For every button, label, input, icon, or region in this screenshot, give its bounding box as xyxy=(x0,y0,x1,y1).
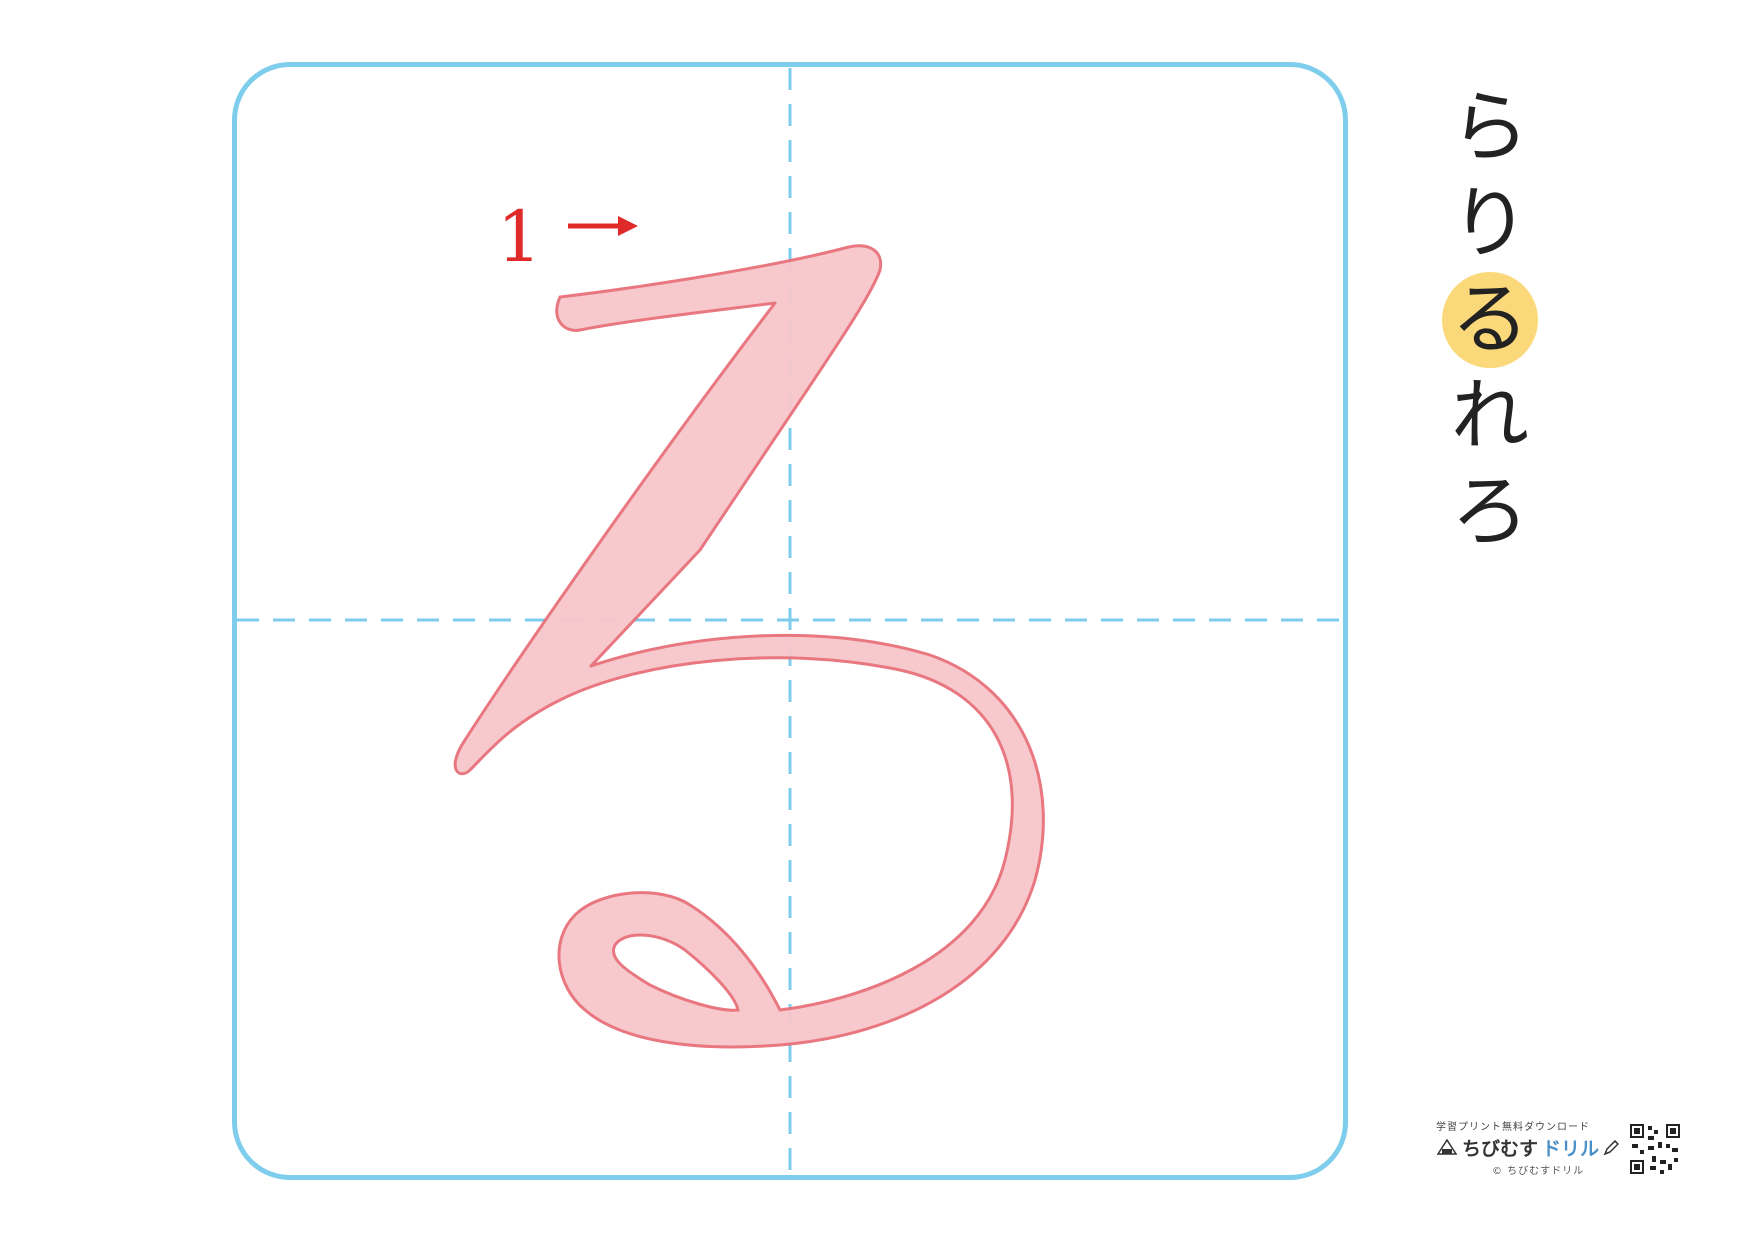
series-char: り xyxy=(1450,179,1529,269)
practice-box xyxy=(232,62,1348,1180)
stroke-number: 1 xyxy=(497,196,542,278)
series-char: ろ xyxy=(1450,467,1529,557)
pencil-icon xyxy=(1603,1139,1620,1155)
mascot-icon xyxy=(1436,1138,1458,1155)
footer-tagline: 学習プリント無料ダウンロード xyxy=(1436,1122,1590,1133)
series-char-current: る xyxy=(1442,272,1538,368)
footer-copyright: © ちびむすドリル xyxy=(1492,1166,1585,1177)
character-series: ら り る れ ろ xyxy=(1440,80,1540,560)
stroke-arrow-icon xyxy=(568,216,638,236)
series-char: れ xyxy=(1450,371,1529,461)
logo-accent-text: ドリル xyxy=(1542,1138,1600,1160)
qr-code-icon[interactable] xyxy=(1628,1122,1682,1176)
footer-logo[interactable]: ちびむす ドリル xyxy=(1436,1134,1620,1161)
footer: 学習プリント無料ダウンロード ちびむす ドリル © ちびむすドリル xyxy=(1436,1118,1686,1188)
series-char: ら xyxy=(1450,83,1529,173)
trace-character-ru xyxy=(453,244,1045,1049)
logo-main-text: ちびむす xyxy=(1462,1138,1539,1160)
